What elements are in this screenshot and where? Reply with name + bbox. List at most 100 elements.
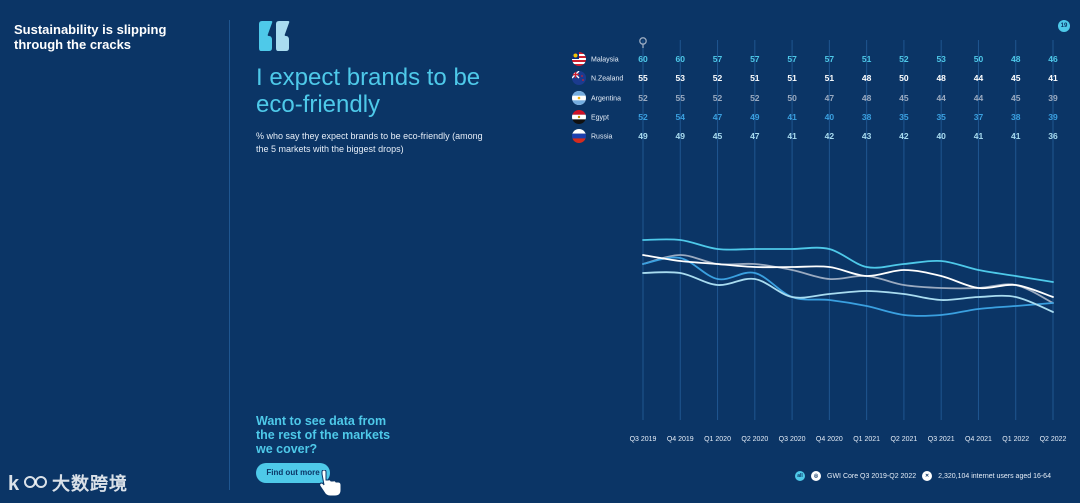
data-label: 52 [713,93,723,103]
data-label: 57 [750,54,760,64]
find-out-more-button[interactable]: Find out more [256,463,330,483]
data-label: 45 [1011,93,1021,103]
data-label: 48 [1011,54,1021,64]
x-tick-label: Q2 2020 [741,436,768,443]
data-label: 50 [899,73,909,83]
data-label: 48 [936,73,946,83]
data-label: 42 [899,131,909,141]
cta-text: Want to see data from the rest of the ma… [256,414,391,456]
source-icon: ◎ [811,471,821,481]
x-tick-label: Q1 2021 [853,436,880,443]
data-label: 55 [638,73,648,83]
series-line-egypt [642,256,1054,317]
data-label: 57 [787,54,797,64]
data-label: 35 [936,112,946,122]
flag-nzealand-icon [572,71,586,85]
logo-text: 大数跨境 [52,474,128,494]
data-label: 57 [825,54,835,64]
data-label: 40 [825,112,835,122]
data-label: 41 [787,112,797,122]
data-label: 52 [899,54,909,64]
data-label: 52 [638,112,648,122]
quote-icon [259,21,290,51]
section-title: Sustainability is slipping through the c… [14,22,167,52]
data-label: 39 [1048,93,1058,103]
data-label: 55 [676,93,686,103]
x-tick-label: Q2 2021 [890,436,917,443]
data-label: 44 [974,93,984,103]
data-label: 50 [787,93,797,103]
data-label: 49 [676,131,686,141]
x-tick-label: Q1 2022 [1002,436,1029,443]
subtitle: % who say they expect brands to be eco-f… [256,131,483,154]
headline: I expect brands to be eco-friendly [256,64,481,118]
data-label: 45 [1011,73,1021,83]
data-label: 52 [638,93,648,103]
x-tick-label: Q3 2020 [779,436,806,443]
data-label: 41 [1048,73,1058,83]
footer-meta: all ◎ GWI Core Q3 2019-Q2 2022 ✕ 2,320,1… [795,470,1051,482]
data-label: 50 [974,54,984,64]
page-number: 19 [1058,20,1070,32]
data-label: 60 [638,54,648,64]
data-label: 51 [787,73,797,83]
watermark-logo: k 大数跨境 [8,468,128,498]
data-label: 52 [750,93,760,103]
data-label: 49 [750,112,760,122]
data-label: 38 [1011,112,1021,122]
legend-label: Egypt [591,115,609,122]
legend-label: Argentina [591,96,621,103]
x-tick-label: Q4 2021 [965,436,992,443]
data-label: 45 [899,93,909,103]
flag-malaysia-icon [572,52,586,66]
series-line-russia [642,271,1054,313]
vertical-divider [229,20,230,490]
data-label: 51 [862,54,872,64]
sample-icon: ✕ [922,471,933,481]
x-tick-label: Q3 2019 [630,436,657,443]
data-label: 48 [862,73,872,83]
data-label: 42 [825,131,835,141]
data-label: 51 [750,73,760,83]
data-label: 48 [862,93,872,103]
data-label: 41 [787,131,797,141]
data-label: 44 [936,93,946,103]
x-tick-label: Q1 2020 [704,436,731,443]
all-icon: all [795,471,805,481]
data-label: 43 [862,131,872,141]
x-tick-label: Q3 2021 [928,436,955,443]
data-label: 47 [750,131,760,141]
data-label: 36 [1048,131,1058,141]
data-label: 47 [713,112,723,122]
logo-icon: k [8,473,47,495]
data-label: 44 [974,73,984,83]
data-label: 54 [676,112,686,122]
footer-sample: 2,320,104 internet users aged 16-64 [938,472,1051,480]
flag-russia-icon [572,129,586,143]
data-label: 57 [713,54,723,64]
data-label: 40 [936,131,946,141]
data-label: 41 [974,131,984,141]
pointer-hand-icon [319,470,342,497]
data-label: 38 [862,112,872,122]
series-line-malaysia [642,238,1054,283]
data-label: 53 [936,54,946,64]
x-tick-label: Q4 2019 [667,436,694,443]
data-label: 60 [676,54,686,64]
data-label: 47 [825,93,835,103]
data-label: 37 [974,112,984,122]
legend-label: Malaysia [591,57,619,64]
data-label: 49 [638,131,648,141]
legend-label: Russia [591,134,613,141]
data-label: 46 [1048,54,1058,64]
flag-argentina-icon [572,91,586,105]
x-tick-label: Q2 2022 [1040,436,1067,443]
data-label: 52 [713,73,723,83]
legend-label: N.Zealand [591,76,623,83]
svg-text:k: k [8,473,20,495]
data-label: 51 [825,73,835,83]
data-label: 41 [1011,131,1021,141]
series-line-nzealand [642,254,1054,298]
x-tick-label: Q4 2020 [816,436,843,443]
